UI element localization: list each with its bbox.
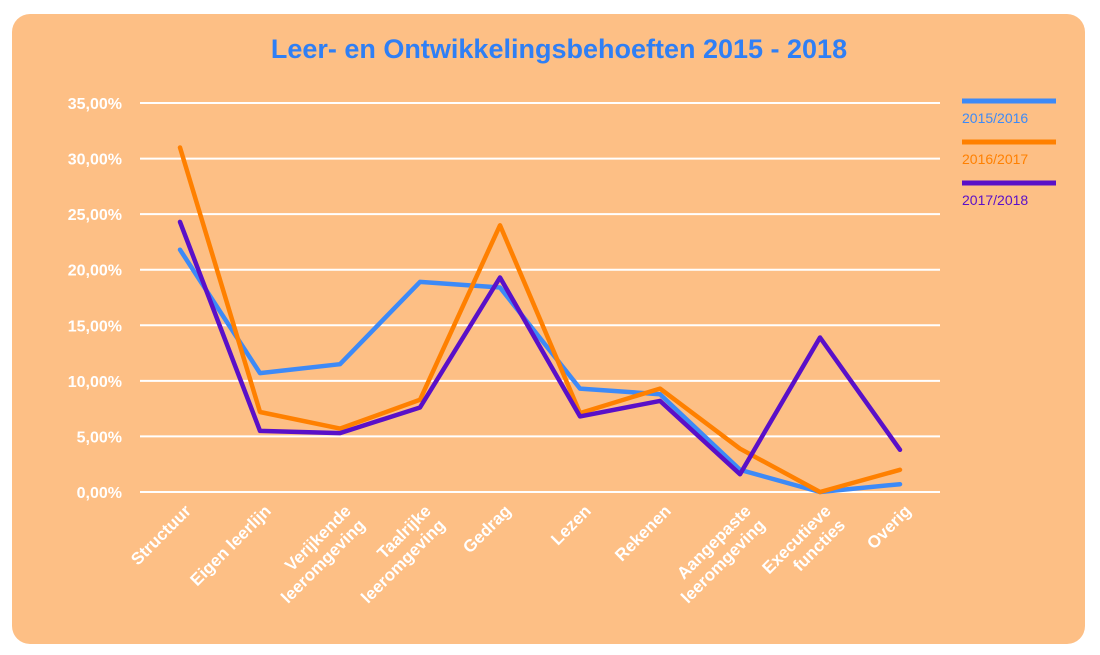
y-tick-label: 5,00%	[77, 429, 122, 446]
y-tick-label: 0,00%	[77, 485, 122, 502]
chart-title: Leer- en Ontwikkelingsbehoeften 2015 - 2…	[271, 34, 847, 64]
x-category-label: Lezen	[547, 501, 595, 549]
series-line-0	[177, 247, 903, 495]
x-category-label-line: Overig	[863, 501, 915, 553]
gridlines	[140, 102, 940, 493]
y-tick-label: 20,00%	[68, 263, 122, 280]
legend: 2015/2016 2016/2017 2017/2018	[962, 98, 1056, 208]
x-category-label: Eigen leerlijn	[187, 501, 275, 589]
y-tick-label: 25,00%	[68, 207, 122, 224]
x-category-label-line: Eigen leerlijn	[187, 501, 275, 589]
x-category-label-line: Rekenen	[611, 501, 675, 565]
series-line-1	[177, 145, 903, 495]
legend-label: 2017/2018	[962, 192, 1028, 208]
x-category-label-line: Structuur	[127, 501, 195, 569]
legend-label: 2016/2017	[962, 151, 1028, 167]
x-category-label: Rekenen	[611, 501, 675, 565]
legend-label: 2015/2016	[962, 110, 1028, 126]
series-lines	[177, 145, 903, 495]
chart-background	[12, 14, 1085, 644]
y-axis-ticks: 0,00% 5,00% 10,00% 15,00% 20,00% 25,00% 30,00%…	[68, 96, 122, 502]
x-category-label: Gedrag	[459, 501, 515, 557]
y-tick-label: 10,00%	[68, 374, 122, 391]
x-category-label: Structuur	[127, 501, 195, 569]
x-category-label-line: Gedrag	[459, 501, 515, 557]
y-tick-label: 30,00%	[68, 152, 122, 169]
series-line-2	[177, 219, 903, 477]
x-category-label-line: Lezen	[547, 501, 595, 549]
x-category-label: Overig	[863, 501, 915, 553]
y-tick-label: 35,00%	[68, 96, 122, 113]
y-tick-label: 15,00%	[68, 318, 122, 335]
